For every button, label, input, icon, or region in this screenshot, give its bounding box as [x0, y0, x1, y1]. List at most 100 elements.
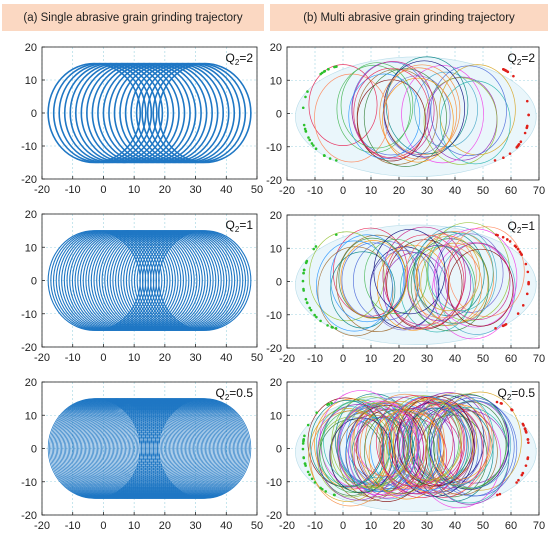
- grain-trajectory-loop: [388, 397, 466, 488]
- x-tick-label: 40: [449, 353, 461, 365]
- grain-end-marker: [508, 240, 512, 243]
- grain-trajectory-loop: [338, 400, 418, 495]
- x-tick-label: 10: [128, 184, 140, 196]
- grain-end-marker: [524, 464, 528, 467]
- grain-start-marker: [304, 95, 307, 99]
- grain-trajectory-loop: [329, 417, 394, 494]
- grain-end-marker: [518, 250, 522, 254]
- grain-trajectory-loop: [382, 77, 454, 163]
- grain-trajectory-loop: [406, 244, 472, 321]
- q2-annotation: Q2=1: [226, 218, 254, 234]
- x-tick-label: 60: [505, 353, 517, 365]
- panel-a-header-text: (a) Single abrasive grain grinding traje…: [23, 11, 243, 24]
- grain-trajectory-loop: [330, 234, 405, 323]
- x-tick-label: -10: [65, 184, 81, 196]
- grain-trajectory-loop: [436, 233, 504, 313]
- grain-trajectory-loop: [429, 394, 510, 490]
- grain-trajectory-loop: [382, 226, 466, 326]
- grain-trajectory-loop: [405, 233, 477, 319]
- grain-trajectory-loop: [381, 407, 456, 495]
- grain-trajectory-loop: [414, 226, 497, 325]
- grain-end-marker: [513, 244, 517, 248]
- grain-end-marker: [523, 131, 527, 135]
- grain-trajectory-loop: [348, 408, 425, 499]
- grain-start-marker: [333, 65, 336, 69]
- grain-end-marker: [527, 441, 530, 444]
- grain-end-marker: [495, 400, 499, 404]
- grain-trajectory-loop: [321, 399, 400, 493]
- grain-trajectory-loop: [448, 226, 525, 317]
- x-tick-label: -20: [279, 520, 295, 532]
- grain-end-marker: [520, 473, 524, 477]
- grain-trajectory-loop: [340, 240, 407, 319]
- x-tick-label: 50: [477, 520, 489, 532]
- grain-end-marker: [526, 270, 530, 274]
- grain-start-marker: [309, 308, 313, 312]
- grain-trajectory-loop: [397, 403, 465, 482]
- x-tick-label: -10: [65, 520, 81, 532]
- grain-trajectory-loop: [432, 242, 514, 340]
- grain-trajectory-loop: [438, 391, 522, 491]
- y-tick-label: 0: [31, 276, 37, 288]
- grain-end-marker: [515, 481, 518, 484]
- x-tick-label: 50: [251, 184, 263, 196]
- y-tick-label: -20: [266, 343, 282, 355]
- grain-trajectory-loop: [330, 251, 396, 329]
- grain-end-marker: [501, 235, 505, 239]
- chart-a1: -20 -10 0 10 20 30 40 50 -20 -10 0 10 20 Q2=2: [21, 42, 263, 196]
- x-tick-label: 10: [365, 353, 377, 365]
- x-tick-label: 30: [421, 520, 433, 532]
- grain-start-marker: [307, 136, 310, 139]
- grain-trajectory-loop: [433, 228, 518, 328]
- x-tick-label: 20: [159, 520, 171, 532]
- grain-start-marker: [302, 438, 305, 441]
- grain-start-marker: [320, 487, 324, 491]
- y-tick-label: 10: [270, 75, 282, 87]
- x-tick-label: -20: [34, 520, 50, 532]
- y-tick-label: -20: [21, 174, 37, 186]
- grain-end-marker: [521, 304, 525, 307]
- grain-start-marker: [301, 279, 305, 283]
- trajectory-group: [47, 62, 252, 164]
- grain-trajectory-loop: [447, 248, 514, 327]
- y-tick-label: -20: [266, 510, 282, 522]
- grain-start-marker: [303, 127, 307, 131]
- grain-trajectory-loop: [359, 400, 439, 495]
- grain-end-marker: [502, 324, 505, 327]
- grain-start-marker: [301, 106, 305, 110]
- grain-end-marker: [525, 292, 529, 296]
- grain-end-marker: [523, 427, 527, 431]
- panel-b-header: (b) Multi abrasive grain grinding trajec…: [270, 4, 548, 31]
- grain-start-marker: [306, 90, 309, 93]
- x-tick-label: 0: [340, 520, 346, 532]
- q2-annotation: Q2=1: [508, 219, 536, 235]
- grain-start-marker: [314, 147, 318, 150]
- grain-start-marker: [335, 159, 338, 162]
- x-tick-label: 0: [100, 352, 106, 364]
- grain-trajectory-loop: [323, 401, 392, 483]
- grain-end-marker: [527, 281, 530, 285]
- grain-start-marker: [302, 289, 305, 292]
- grain-start-marker: [328, 157, 332, 160]
- x-tick-label: 10: [128, 520, 140, 532]
- grain-start-marker: [312, 144, 315, 147]
- trajectory-loop: [157, 62, 252, 164]
- x-tick-label: 20: [159, 184, 171, 196]
- y-tick-label: 0: [31, 444, 37, 456]
- grain-start-marker: [308, 473, 311, 476]
- x-tick-label: 40: [449, 520, 461, 532]
- chart-b2: -20 -10 0 10 20 30 40 50 60 70 -20 -10 0 10 20 Q2=1: [266, 210, 545, 365]
- grain-trajectory-loop: [428, 407, 510, 504]
- grain-start-marker: [335, 65, 338, 68]
- y-tick-label: -20: [21, 510, 37, 522]
- grain-start-marker: [330, 401, 333, 405]
- trajectory-group: [47, 398, 252, 499]
- grain-start-marker: [304, 297, 308, 301]
- trajectory-group: [295, 56, 537, 177]
- y-tick-label: 10: [25, 410, 37, 422]
- grain-trajectory-loop: [440, 80, 511, 165]
- grain-start-marker: [302, 123, 306, 127]
- x-tick-label: 10: [128, 352, 140, 364]
- chart-a3: -20 -10 0 10 20 30 40 50 -20 -10 0 10 20 Q2=0.5: [21, 377, 263, 532]
- grain-start-marker: [304, 130, 308, 133]
